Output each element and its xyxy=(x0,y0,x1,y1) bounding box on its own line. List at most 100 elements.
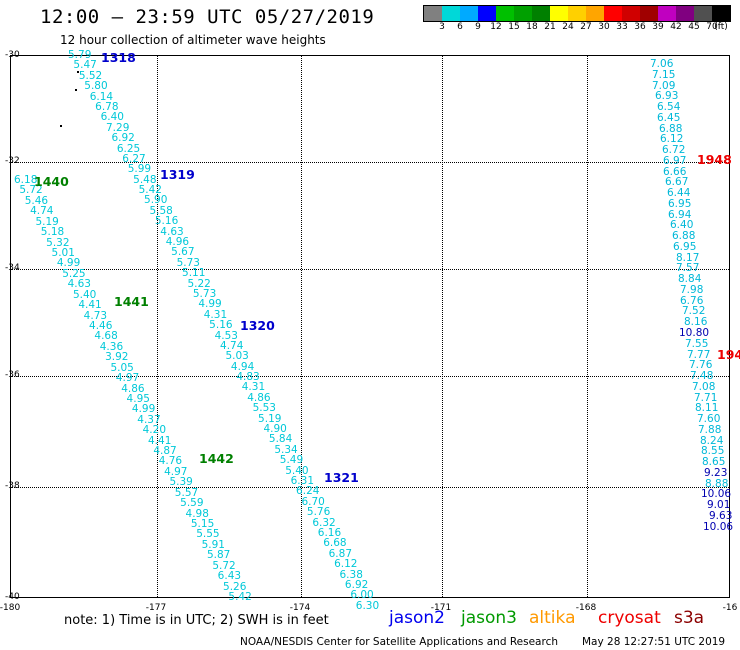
legend-swatch xyxy=(712,6,730,21)
swh-value-track-c: 6.54 xyxy=(657,101,681,114)
swh-value-track-c: 7.77 xyxy=(687,348,711,361)
color-scale-legend xyxy=(423,5,731,22)
satellite-altika: altika xyxy=(529,608,576,628)
legend-label: 24 xyxy=(562,22,574,32)
orbit-label-194: 194 xyxy=(717,347,740,362)
swh-value-track-c: 7.76 xyxy=(689,359,713,372)
swh-value-track-b: 4.68 xyxy=(94,330,118,343)
swh-value-track-a: 4.99 xyxy=(198,298,222,311)
map-plot-area xyxy=(10,55,730,598)
swh-value-track-a: 6.38 xyxy=(339,568,363,581)
lat-label: -36 xyxy=(5,370,20,380)
swh-value-track-a: 4.63 xyxy=(160,225,184,238)
orbit-label-1948: 1948 xyxy=(697,152,732,167)
swh-value-track-c: 7.08 xyxy=(692,380,716,393)
swh-value-track-c: 7.09 xyxy=(652,79,676,92)
lon-label: -16 xyxy=(722,603,738,613)
legend-swatch xyxy=(640,6,658,21)
swh-value-track-a: 5.53 xyxy=(252,402,276,415)
map-title: 12:00 – 23:59 UTC 05/27/2019 xyxy=(40,6,375,28)
swh-value-track-c: 8.55 xyxy=(701,445,725,458)
orbit-label-1440: 1440 xyxy=(34,174,69,189)
swh-value-track-b: 5.87 xyxy=(206,549,231,562)
swh-value-track-b: 5.39 xyxy=(169,476,193,489)
swh-value-track-b: 5.19 xyxy=(35,215,59,228)
swh-value-track-a: 6.30 xyxy=(355,599,380,612)
swh-value-track-b: 5.01 xyxy=(51,246,75,259)
swh-value-track-c: 10.80 xyxy=(679,327,710,339)
swh-value-track-b: 4.41 xyxy=(148,434,172,447)
swh-value-track-a: 6.24 xyxy=(296,485,320,498)
swh-value-track-c: 7.48 xyxy=(690,370,714,383)
swh-value-track-a: 5.34 xyxy=(274,443,298,456)
swh-value-track-a: 5.73 xyxy=(176,256,200,269)
legend-swatch xyxy=(568,6,586,21)
swh-value-track-c: 6.95 xyxy=(673,240,697,253)
swh-value-track-c: 7.71 xyxy=(694,391,718,404)
lon-gridline xyxy=(301,56,302,597)
swh-value-track-a: 5.16 xyxy=(154,215,179,228)
swh-value-track-a: 5.90 xyxy=(144,194,168,207)
swh-value-track-b: 5.55 xyxy=(196,528,220,541)
orbit-label-1320: 1320 xyxy=(240,318,275,333)
swh-value-track-c: 6.44 xyxy=(667,187,691,200)
swh-value-track-a: 6.92 xyxy=(111,132,135,145)
swh-value-track-b: 4.99 xyxy=(56,257,81,270)
legend-swatch xyxy=(694,6,712,21)
swh-value-track-c: 6.66 xyxy=(663,165,687,178)
swh-value-track-b: 6.43 xyxy=(217,570,242,583)
swh-value-track-c: 7.98 xyxy=(680,283,704,296)
swh-value-track-a: 4.96 xyxy=(165,236,190,249)
swh-value-track-c: 8.88 xyxy=(705,477,729,490)
swh-value-track-a: 4.86 xyxy=(247,391,271,404)
swh-value-track-a: 6.16 xyxy=(317,526,342,539)
satellite-jason3: jason3 xyxy=(461,608,517,628)
swh-value-track-c: 7.06 xyxy=(650,58,674,70)
swh-value-track-b: 5.91 xyxy=(201,538,225,551)
legend-label: 30 xyxy=(598,22,610,32)
swh-value-track-b: 5.15 xyxy=(190,518,215,531)
legend-swatch xyxy=(532,6,550,21)
swh-value-track-a: 4.90 xyxy=(263,423,287,436)
legend-label: 36 xyxy=(634,22,646,32)
satellite-jason2: jason2 xyxy=(389,608,445,628)
swh-value-track-a: 6.31 xyxy=(290,474,315,487)
swh-value-track-a: 5.80 xyxy=(84,80,108,93)
swh-value-track-a: 5.40 xyxy=(285,464,309,477)
swh-value-track-c: 10.06 xyxy=(703,520,734,533)
legend-label: 21 xyxy=(544,22,556,32)
track-marker xyxy=(75,89,77,91)
swh-value-track-a: 5.58 xyxy=(149,204,173,217)
lon-label: -180 xyxy=(0,603,21,613)
swh-value-track-c: 6.94 xyxy=(668,208,692,221)
swh-value-track-a: 5.67 xyxy=(171,246,195,259)
swh-value-track-a: 6.32 xyxy=(312,516,336,529)
swh-value-track-a: 5.22 xyxy=(187,277,211,290)
legend-label: 27 xyxy=(580,22,592,32)
swh-value-track-a: 6.27 xyxy=(122,152,146,165)
swh-value-track-c: 6.40 xyxy=(670,219,694,232)
legend-label: 45 xyxy=(688,22,700,32)
lat-gridline xyxy=(11,376,729,377)
legend-label: 18 xyxy=(526,22,538,32)
swh-value-track-b: 4.86 xyxy=(121,382,145,395)
swh-value-track-b: 4.98 xyxy=(185,507,209,520)
legend-swatch xyxy=(658,6,676,21)
swh-value-track-c: 6.88 xyxy=(659,122,683,135)
legend-label: 42 xyxy=(670,22,682,32)
lon-gridline xyxy=(442,56,443,597)
swh-value-track-b: 4.95 xyxy=(126,392,150,405)
swh-value-track-a: 6.92 xyxy=(344,578,369,591)
legend-swatch xyxy=(442,6,460,21)
swh-value-track-b: 4.41 xyxy=(78,299,102,312)
swh-value-track-b: 4.73 xyxy=(83,309,108,322)
lon-gridline xyxy=(587,56,588,597)
swh-value-track-c: 6.93 xyxy=(655,90,679,103)
legend-label: 33 xyxy=(616,22,628,32)
legend-swatch xyxy=(424,6,442,21)
swh-value-track-c: 7.88 xyxy=(698,423,722,436)
orbit-label-1442: 1442 xyxy=(199,451,234,466)
swh-value-track-b: 5.59 xyxy=(180,497,204,510)
swh-value-track-a: 5.79 xyxy=(68,49,92,61)
